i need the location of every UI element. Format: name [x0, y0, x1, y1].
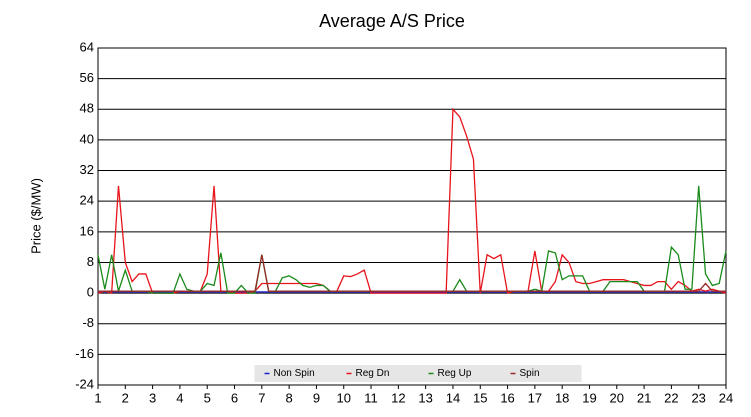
x-tick-label: 19	[582, 390, 596, 405]
y-tick-label: 64	[80, 39, 94, 54]
legend-text: Non Spin	[274, 368, 315, 379]
series-line	[97, 185, 727, 294]
x-tick-label: 21	[637, 390, 651, 405]
x-tick-label: 13	[418, 390, 432, 405]
x-tick-label: 7	[258, 390, 265, 405]
legend-box	[254, 365, 582, 382]
y-tick-label: 32	[80, 162, 94, 177]
y-tick-label: 16	[80, 223, 94, 238]
x-tick-label: 12	[391, 390, 405, 405]
x-tick-label: 17	[528, 390, 542, 405]
x-tick-label: 8	[286, 390, 293, 405]
plot-frame	[97, 47, 727, 386]
x-tick-label: 3	[149, 390, 156, 405]
x-tick-label: 2	[122, 390, 129, 405]
chart-title: Average A/S Price	[319, 11, 465, 31]
x-tick-label: 24	[719, 390, 733, 405]
x-tick-label: 23	[691, 390, 705, 405]
x-tick-label: 4	[176, 390, 183, 405]
y-tick-label: 24	[80, 193, 94, 208]
x-tick-label: 22	[664, 390, 678, 405]
x-tick-label: 18	[555, 390, 569, 405]
series-line	[98, 254, 726, 292]
legend-text: Reg Dn	[356, 368, 390, 379]
y-tick-label: -24	[75, 376, 94, 391]
x-tick-label: 10	[337, 390, 351, 405]
y-tick-label: 8	[87, 254, 94, 269]
x-tick-label: 14	[446, 390, 460, 405]
x-tick-label: 6	[231, 390, 238, 405]
x-tick-label: 5	[204, 390, 211, 405]
x-tick-label: 1	[94, 390, 101, 405]
legend-text: Spin	[520, 368, 540, 379]
x-tick-label: 20	[610, 390, 624, 405]
x-tick-label: 16	[500, 390, 514, 405]
y-tick-label: 56	[80, 70, 94, 85]
y-axis-label: Price ($/MW)	[28, 178, 43, 254]
x-tick-label: 15	[473, 390, 487, 405]
y-tick-label: 0	[87, 285, 94, 300]
y-tick-label: -16	[75, 346, 94, 361]
x-tick-label: 9	[313, 390, 320, 405]
y-tick-label: -8	[82, 315, 94, 330]
y-tick-label: 48	[80, 101, 94, 116]
series-line	[97, 107, 727, 294]
y-tick-label: 40	[80, 131, 94, 146]
x-tick-label: 11	[364, 390, 378, 405]
legend-text: Reg Up	[438, 368, 472, 379]
